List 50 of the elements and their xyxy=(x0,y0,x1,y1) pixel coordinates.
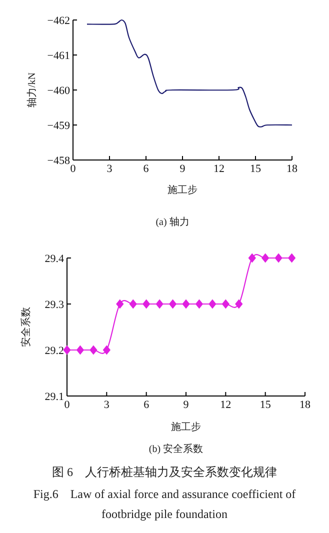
point xyxy=(156,300,164,308)
x-tick-label: 15 xyxy=(260,399,272,411)
x-tick-label: 18 xyxy=(286,163,298,175)
x-tick-label: 3 xyxy=(104,399,110,411)
y-tick-label: 29.1 xyxy=(44,391,64,403)
point xyxy=(208,300,216,308)
point xyxy=(169,300,176,308)
point xyxy=(222,300,230,308)
point xyxy=(288,254,296,262)
y-tick-label: −460 xyxy=(47,85,70,97)
point xyxy=(274,254,282,262)
point xyxy=(196,300,203,308)
y-axis-title: 安全系数 xyxy=(20,307,32,347)
caption: 图 6 人行桥桩基轴力及安全系数变化规律 xyxy=(51,464,278,481)
point xyxy=(76,346,84,354)
y-tick-label: 29.3 xyxy=(44,299,64,311)
point xyxy=(262,254,270,262)
point xyxy=(235,300,243,308)
y-tick-label: −461 xyxy=(47,50,70,62)
x-axis-title: 施工步 xyxy=(168,184,198,196)
x-tick-label: 0 xyxy=(70,163,76,175)
x-tick-label: 12 xyxy=(214,163,224,175)
x-tick-label: 0 xyxy=(64,399,70,411)
y-tick-label: −459 xyxy=(47,120,70,132)
y-tick-label: −458 xyxy=(47,155,70,167)
text: (a) 轴力 xyxy=(156,216,190,228)
point xyxy=(102,346,110,354)
x-tick-label: 9 xyxy=(180,163,186,175)
x-tick-label: 15 xyxy=(250,163,262,175)
point xyxy=(142,300,150,308)
point xyxy=(182,300,190,308)
x-tick-label: 6 xyxy=(143,163,150,175)
text: (b) 安全系数 xyxy=(148,443,204,455)
caption: Fig.6 Law of axial force and assurance coefficient of footbridge pile foundation xyxy=(32,486,297,523)
x-axis-title: 施工步 xyxy=(171,421,201,433)
y-tick-label: 29.2 xyxy=(44,345,64,357)
y-tick-label: −462 xyxy=(47,15,70,27)
x-tick-label: 9 xyxy=(183,399,190,411)
point xyxy=(129,300,137,308)
line-series xyxy=(86,19,293,128)
point xyxy=(63,346,71,354)
point xyxy=(116,300,124,308)
point xyxy=(248,254,256,262)
point xyxy=(90,346,98,354)
x-tick-label: 12 xyxy=(220,399,232,411)
y-axis-title: 轴力/kN xyxy=(26,72,38,108)
x-tick-label: 18 xyxy=(300,399,311,411)
x-tick-label: 6 xyxy=(144,399,150,411)
x-tick-label: 3 xyxy=(106,163,113,175)
y-tick-label: 29.4 xyxy=(44,253,64,265)
